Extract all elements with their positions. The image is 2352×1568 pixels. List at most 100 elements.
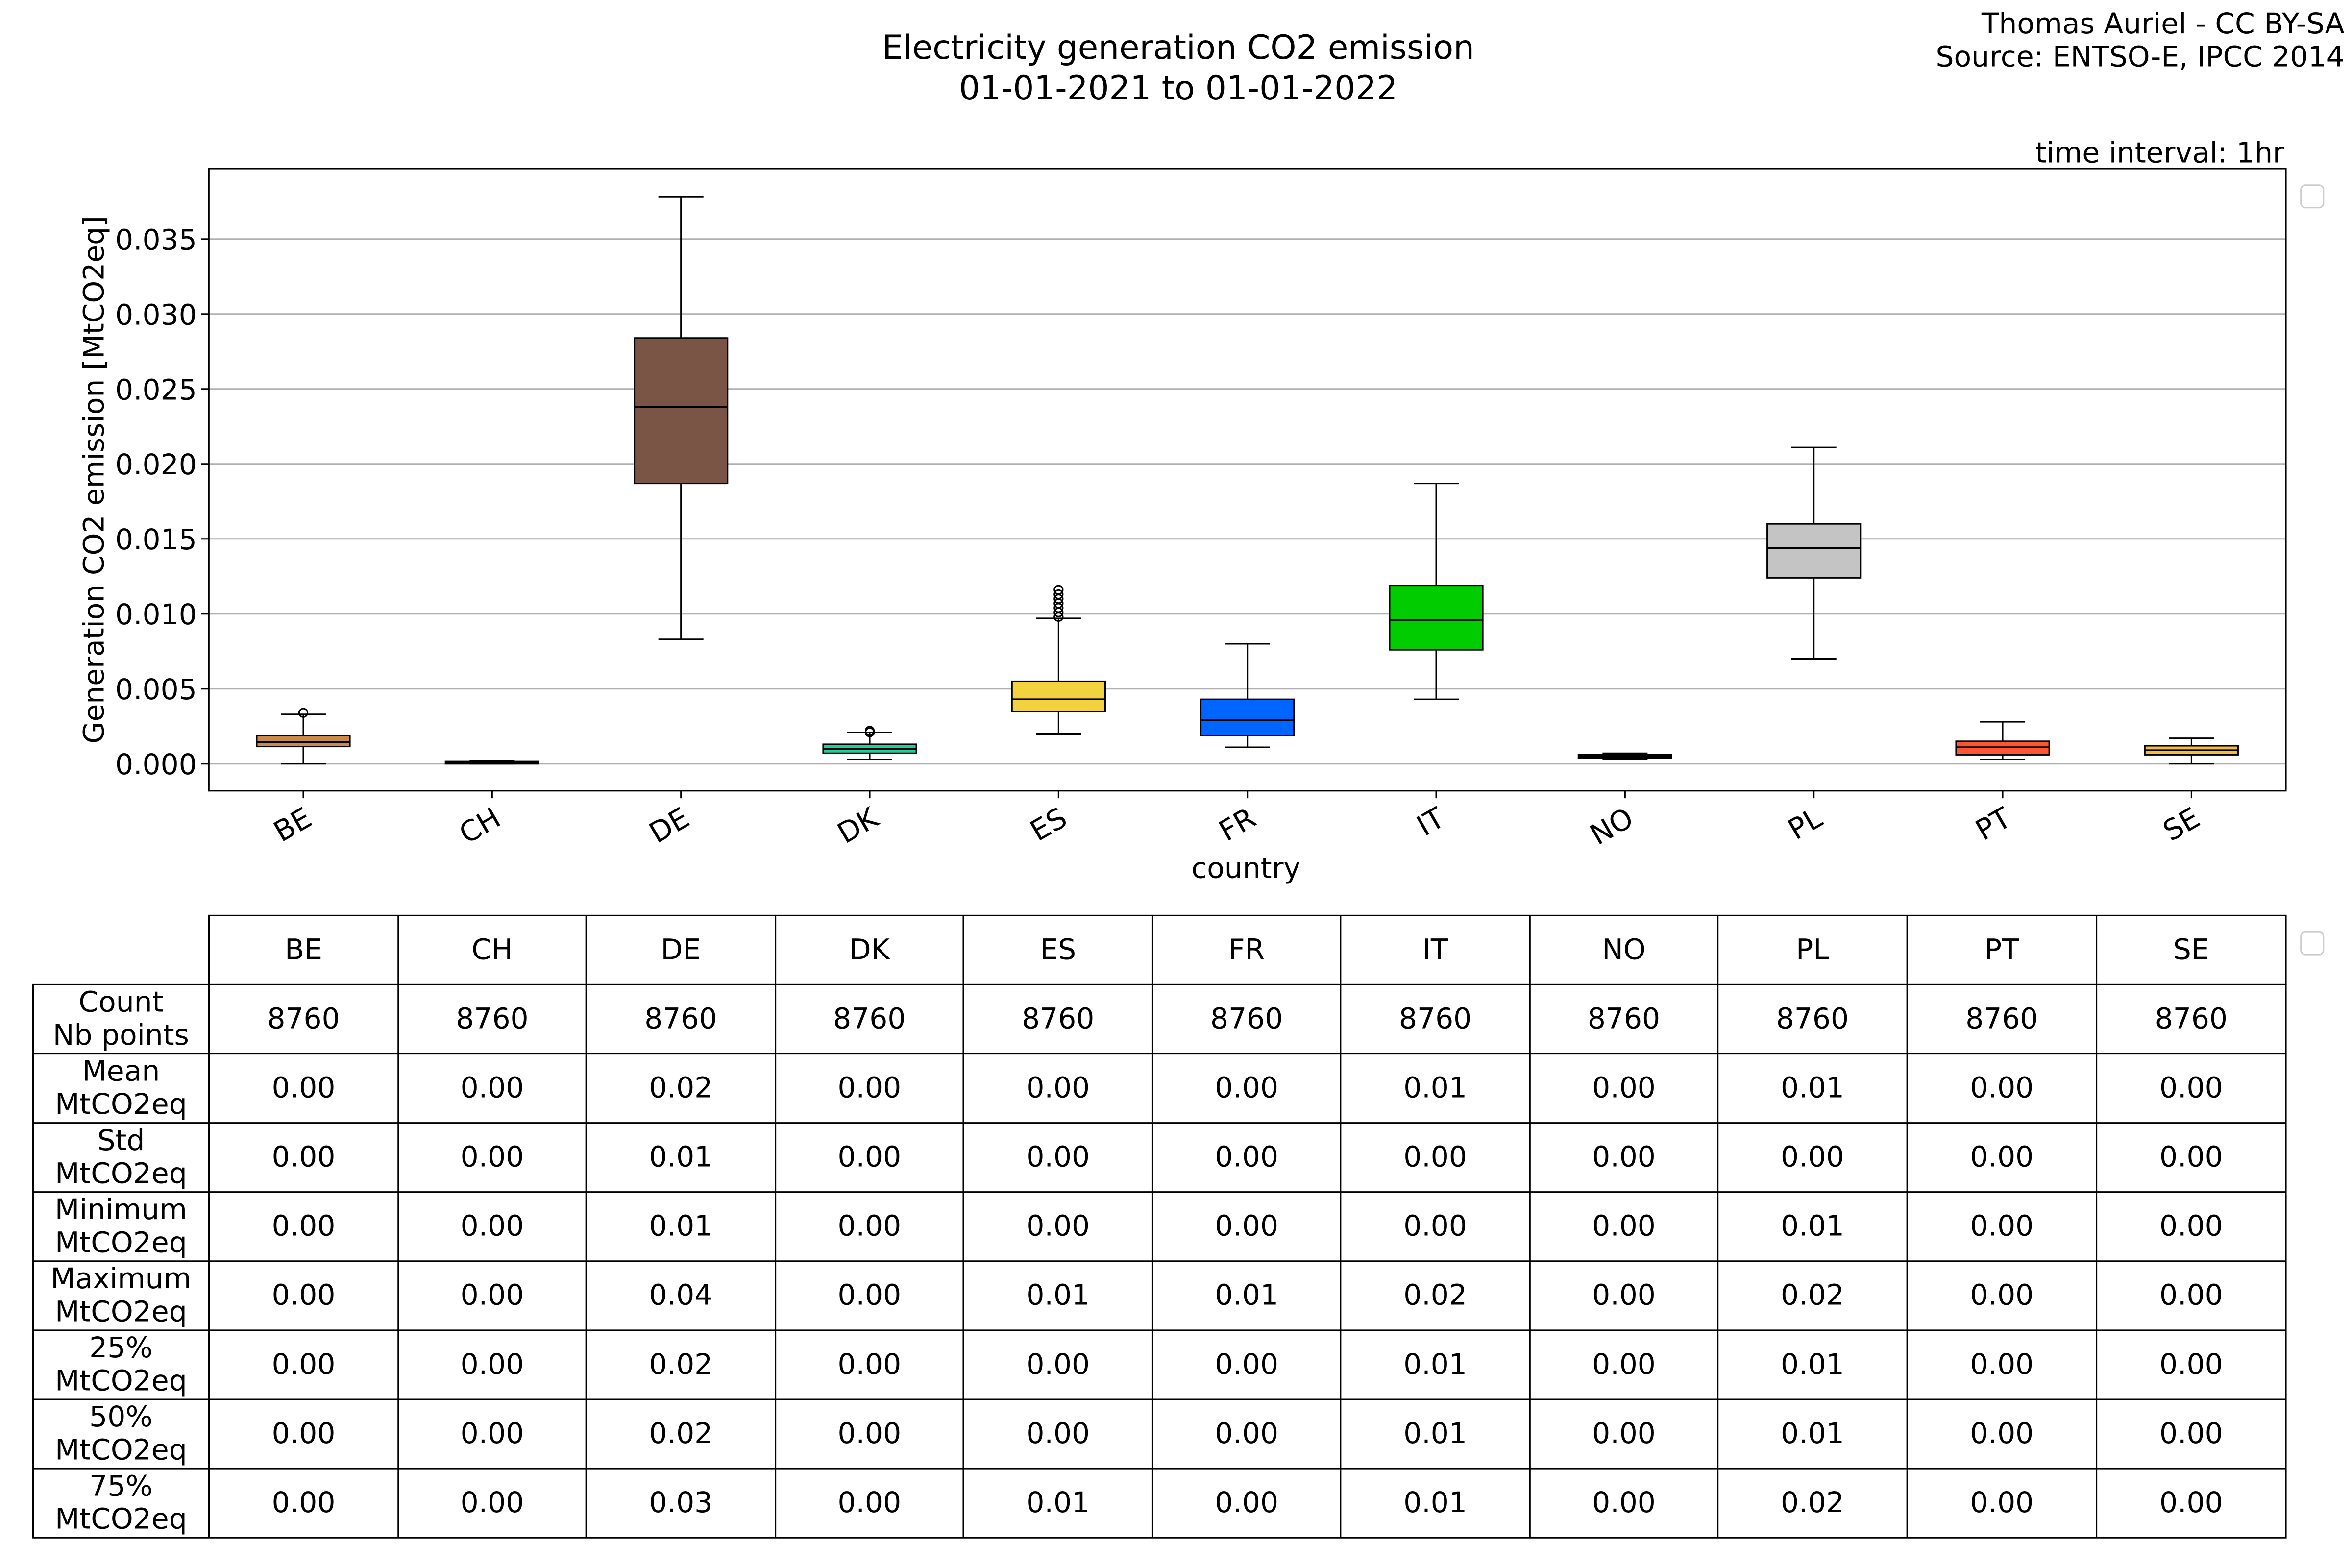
row-unit: MtCO2eq bbox=[55, 1364, 187, 1397]
y-tick-label: 0.010 bbox=[115, 598, 197, 631]
table-row: 50%MtCO2eq 0.00 0.00 0.02 0.00 0.00 0.00 0.01 0.… bbox=[33, 1400, 2286, 1470]
table-cell: 0.01 bbox=[649, 1140, 713, 1174]
table-cell: 0.01 bbox=[1781, 1417, 1844, 1450]
table-cell: 0.01 bbox=[1403, 1348, 1467, 1381]
table-cell: 0.00 bbox=[461, 1486, 524, 1519]
column-header: PL bbox=[1796, 932, 1829, 966]
column-header: PT bbox=[1984, 932, 2019, 966]
row-label: Minimum bbox=[55, 1193, 187, 1226]
row-label: 25% bbox=[89, 1331, 153, 1364]
table-cell: 0.00 bbox=[1026, 1348, 1090, 1381]
x-tick-label: NO bbox=[1584, 801, 1639, 852]
row-label: Std bbox=[97, 1124, 145, 1157]
column-header: CH bbox=[471, 932, 513, 966]
column-header: NO bbox=[1602, 932, 1645, 966]
table-cell: 0.00 bbox=[1215, 1348, 1278, 1381]
row-label: Maximum bbox=[50, 1262, 191, 1295]
table-cell: 0.00 bbox=[1592, 1209, 1656, 1243]
table-cell: 0.01 bbox=[1026, 1486, 1090, 1519]
table-cell: 0.00 bbox=[837, 1140, 901, 1174]
x-tick-label: PL bbox=[1783, 801, 1828, 846]
table-cell: 0.00 bbox=[1592, 1348, 1656, 1381]
x-axis-label: country bbox=[1191, 852, 1300, 885]
credit-author: Thomas Auriel - CC BY-SA bbox=[1981, 7, 2345, 40]
table-cell: 8760 bbox=[1965, 1002, 2038, 1035]
y-tick-label: 0.025 bbox=[115, 373, 197, 406]
iqr-box bbox=[1011, 680, 1106, 712]
table-cell: 0.00 bbox=[1592, 1278, 1656, 1312]
table-cell: 0.00 bbox=[1403, 1209, 1467, 1243]
table-header-row bbox=[208, 914, 2287, 985]
table-cell: 0.00 bbox=[1215, 1209, 1278, 1243]
box-pl bbox=[1766, 446, 1862, 660]
box-de bbox=[634, 196, 729, 640]
x-tick-label: FR bbox=[1213, 801, 1261, 848]
table-cell: 0.00 bbox=[1970, 1209, 2034, 1243]
table-cell: 0.00 bbox=[461, 1417, 524, 1450]
x-tick-label: SE bbox=[2157, 801, 2205, 848]
table-cell: 0.00 bbox=[1215, 1417, 1278, 1450]
table-cell: 0.00 bbox=[1026, 1417, 1090, 1450]
table-cell: 0.00 bbox=[272, 1348, 336, 1381]
table-cell: 8760 bbox=[267, 1002, 340, 1035]
table-cell: 0.00 bbox=[1592, 1417, 1656, 1450]
row-unit: MtCO2eq bbox=[55, 1433, 187, 1467]
table-cell: 0.02 bbox=[1403, 1278, 1467, 1312]
y-tick-label: 0.000 bbox=[115, 748, 197, 781]
box-be bbox=[256, 708, 351, 765]
table-cell: 8760 bbox=[1399, 1002, 1471, 1035]
iqr-box bbox=[634, 337, 729, 485]
iqr-box bbox=[1766, 523, 1862, 579]
x-tick-label: IT bbox=[1411, 801, 1450, 842]
outlier-point bbox=[298, 708, 309, 718]
credit-source: Source: ENTSO-E, IPCC 2014 bbox=[1936, 40, 2345, 73]
table-cell: 0.00 bbox=[837, 1209, 901, 1243]
iqr-box bbox=[256, 735, 351, 748]
x-tick-label: PT bbox=[1970, 801, 2017, 847]
table-cell: 0.00 bbox=[1026, 1071, 1090, 1104]
table-cell: 0.00 bbox=[1970, 1278, 2034, 1312]
table-cell: 0.01 bbox=[1215, 1278, 1278, 1312]
box-ch bbox=[444, 760, 539, 765]
table-cell: 0.00 bbox=[461, 1209, 524, 1243]
chart-title-line2: 01-01-2021 to 01-01-2022 bbox=[959, 69, 1397, 107]
table-cell: 0.00 bbox=[1970, 1417, 2034, 1450]
legend-box-table bbox=[2300, 931, 2325, 956]
outlier-point bbox=[864, 726, 875, 736]
x-tick-label: CH bbox=[454, 801, 506, 851]
table-cell: 0.03 bbox=[649, 1486, 713, 1519]
table-cell: 0.00 bbox=[272, 1209, 336, 1243]
column-header: FR bbox=[1228, 932, 1265, 966]
table-cell: 8760 bbox=[1588, 1002, 1660, 1035]
legend-box-chart bbox=[2300, 184, 2325, 209]
table-cell: 8760 bbox=[1776, 1002, 1849, 1035]
table-cell: 8760 bbox=[1022, 1002, 1094, 1035]
column-header: DK bbox=[849, 932, 891, 966]
table-cell: 0.02 bbox=[1781, 1486, 1844, 1519]
table-cell: 0.01 bbox=[649, 1209, 713, 1243]
row-label: Count bbox=[78, 985, 163, 1019]
time-interval-label: time interval: 1hr bbox=[2035, 136, 2284, 170]
table-cell: 0.01 bbox=[1026, 1278, 1090, 1312]
box-fr bbox=[1200, 643, 1295, 748]
table-cell: 0.00 bbox=[2159, 1348, 2223, 1381]
box-no bbox=[1577, 752, 1672, 760]
row-unit: MtCO2eq bbox=[55, 1087, 187, 1121]
table-cell: 0.00 bbox=[1215, 1486, 1278, 1519]
table-cell: 0.00 bbox=[272, 1417, 336, 1450]
table-cell: 0.00 bbox=[272, 1140, 336, 1174]
table-cell: 0.00 bbox=[1403, 1140, 1467, 1174]
table-cell: 0.00 bbox=[2159, 1071, 2223, 1104]
row-label: Mean bbox=[82, 1054, 160, 1088]
table-cell: 0.00 bbox=[1970, 1140, 2034, 1174]
x-tick-label: ES bbox=[1025, 801, 1073, 848]
table-cell: 0.00 bbox=[1026, 1209, 1090, 1243]
row-label: 75% bbox=[89, 1469, 153, 1502]
table-cell: 0.01 bbox=[1403, 1486, 1467, 1519]
table-cell: 8760 bbox=[456, 1002, 528, 1035]
box-it bbox=[1389, 483, 1484, 700]
